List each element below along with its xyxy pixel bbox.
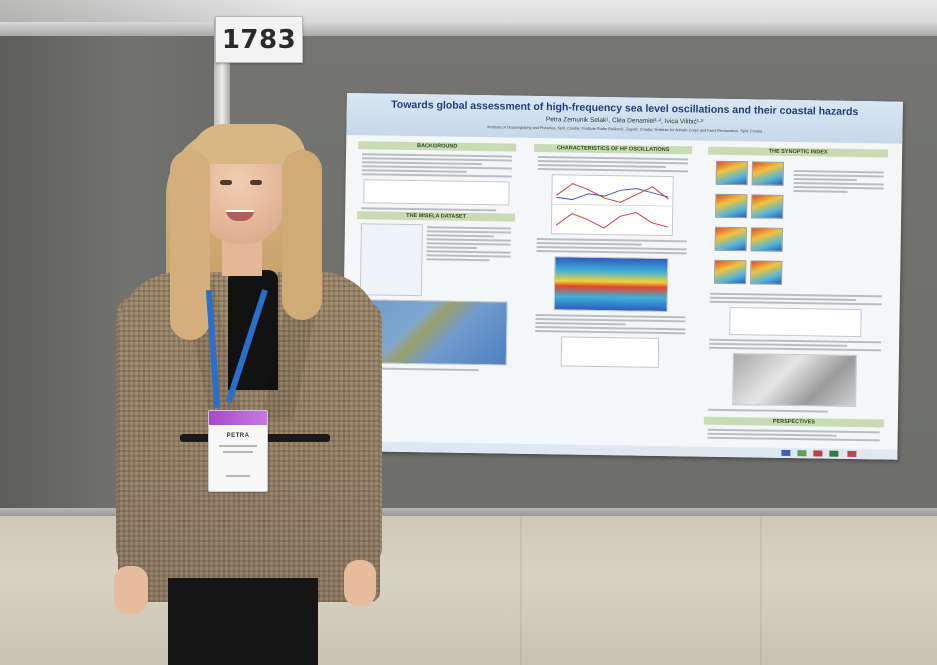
neck bbox=[222, 240, 262, 276]
booth-number: 1783 bbox=[221, 24, 297, 55]
pants bbox=[168, 578, 318, 665]
hand bbox=[344, 560, 376, 606]
research-poster: Towards global assessment of high-freque… bbox=[341, 93, 903, 460]
panel-frame-bottom bbox=[0, 508, 937, 518]
figure-line-plots bbox=[550, 174, 674, 237]
hand bbox=[114, 566, 148, 614]
booth-number-sign: 1783 bbox=[215, 16, 303, 63]
badge-text-line bbox=[226, 475, 250, 477]
name-badge: PETRA bbox=[208, 410, 268, 492]
badge-name: PETRA bbox=[226, 433, 250, 439]
hair-strand bbox=[170, 150, 210, 340]
badge-text-line bbox=[223, 451, 253, 453]
line-plot-graphic bbox=[552, 182, 673, 229]
floor-seam bbox=[760, 516, 762, 665]
poster-column-middle: CHARACTERISTICS OF HF OSCILLATIONS bbox=[530, 143, 693, 438]
hair-strand bbox=[282, 150, 322, 320]
floor-seam bbox=[520, 516, 522, 665]
eye bbox=[220, 180, 232, 185]
badge-text-line bbox=[219, 445, 257, 447]
smile bbox=[226, 210, 254, 221]
badge-header bbox=[209, 411, 267, 425]
eye bbox=[250, 180, 262, 185]
